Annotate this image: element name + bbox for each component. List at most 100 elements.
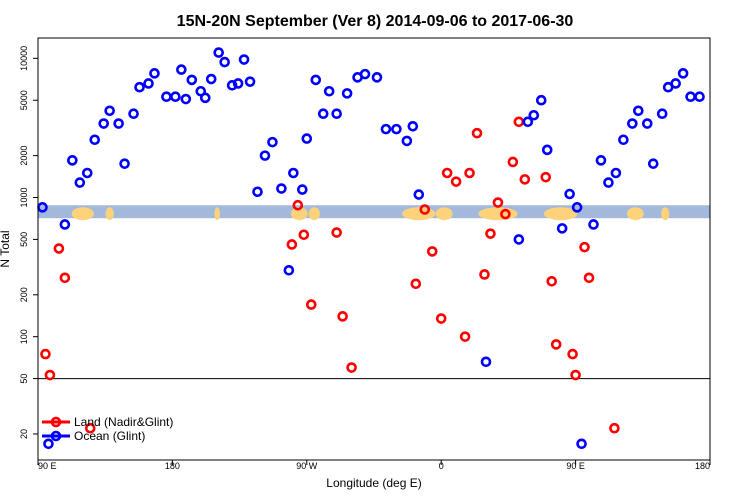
map-land-patch bbox=[105, 207, 114, 221]
y-tick-label: 1000 bbox=[19, 187, 29, 207]
ocean-point bbox=[310, 74, 322, 86]
land-point bbox=[540, 171, 552, 183]
y-tick-label: 500 bbox=[19, 232, 29, 247]
land-point bbox=[579, 241, 590, 253]
ocean-point bbox=[149, 68, 160, 79]
ocean-point bbox=[176, 64, 187, 75]
ocean-point bbox=[74, 177, 86, 188]
land-point bbox=[40, 348, 51, 360]
ocean-point bbox=[128, 108, 139, 120]
ocean-point bbox=[528, 109, 540, 121]
map-land-patch bbox=[478, 207, 518, 221]
ocean-point bbox=[323, 85, 335, 97]
ocean-point bbox=[297, 184, 308, 195]
ocean-point bbox=[43, 438, 54, 450]
ocean-point bbox=[143, 78, 154, 89]
ocean-point bbox=[670, 78, 681, 89]
ocean-point bbox=[391, 123, 402, 135]
x-tick-label: 180 bbox=[165, 461, 180, 471]
land-point bbox=[519, 174, 531, 185]
ocean-point bbox=[301, 133, 313, 144]
ocean-point bbox=[618, 134, 629, 146]
land-point bbox=[298, 229, 310, 241]
ocean-point bbox=[513, 234, 525, 245]
ocean-point bbox=[380, 123, 392, 135]
land-point bbox=[450, 176, 462, 187]
legend-land-label: Land (Nadir&Glint) bbox=[74, 415, 173, 429]
ocean-point bbox=[252, 186, 263, 198]
land-point bbox=[492, 197, 504, 208]
y-tick-label: 20 bbox=[19, 429, 29, 439]
land-point bbox=[507, 156, 519, 168]
ocean-point bbox=[576, 438, 587, 450]
ocean-point bbox=[603, 177, 614, 188]
legend: Land (Nadir&Glint) Ocean (Glint) bbox=[42, 415, 173, 443]
ocean-point bbox=[627, 118, 638, 129]
ocean-point bbox=[232, 78, 244, 89]
land-point bbox=[485, 228, 496, 239]
chart-title: 15N-20N September (Ver 8) 2014-09-06 to … bbox=[177, 13, 574, 30]
ocean-point bbox=[67, 155, 78, 166]
ocean-point bbox=[276, 183, 287, 194]
ocean-point bbox=[113, 118, 124, 129]
land-point bbox=[546, 276, 558, 287]
legend-ocean-label: Ocean (Glint) bbox=[74, 429, 145, 443]
ocean-point bbox=[331, 108, 342, 120]
ocean-point bbox=[647, 158, 659, 169]
land-point bbox=[44, 369, 56, 381]
y-axis-label: N Total bbox=[0, 230, 12, 267]
ocean-point bbox=[267, 136, 278, 148]
land-point bbox=[419, 204, 431, 215]
land-point bbox=[435, 313, 447, 324]
plot-frame bbox=[37, 37, 711, 461]
x-axis-label: Longitude (deg E) bbox=[326, 476, 421, 490]
map-land-patch bbox=[661, 207, 670, 221]
x-tick-label: 180 bbox=[695, 461, 710, 471]
ocean-point bbox=[656, 108, 668, 120]
land-point bbox=[567, 348, 578, 360]
ocean-point bbox=[359, 68, 371, 80]
map-land-patch bbox=[71, 207, 95, 221]
land-point bbox=[59, 272, 71, 284]
ocean-point bbox=[522, 116, 534, 128]
ocean-point bbox=[244, 76, 256, 87]
ocean-point bbox=[595, 155, 607, 166]
ocean-point bbox=[588, 219, 599, 230]
x-tick-label: 90 W bbox=[296, 461, 318, 471]
land-point bbox=[479, 269, 490, 280]
map-land-patch bbox=[543, 207, 578, 221]
land-point bbox=[346, 362, 357, 373]
map-ocean-band bbox=[38, 205, 710, 219]
y-tick-label: 200 bbox=[19, 287, 29, 302]
ocean-point bbox=[199, 92, 211, 104]
y-tick-label: 50 bbox=[19, 374, 29, 384]
y-tick-label: 10000 bbox=[19, 46, 29, 71]
ocean-point bbox=[81, 167, 93, 179]
plot-area: 20 50 100 200 500 1000 2000 5000 10000 90 E 180 90 … bbox=[19, 46, 711, 471]
ocean-point bbox=[694, 91, 705, 103]
y-tick-label: 2000 bbox=[19, 146, 29, 166]
legend-ocean-marker bbox=[50, 430, 62, 442]
land-point bbox=[331, 227, 342, 238]
land-point bbox=[583, 272, 595, 284]
ocean-point bbox=[259, 150, 271, 161]
map-land-patch bbox=[290, 207, 308, 221]
legend-land-marker bbox=[50, 416, 62, 428]
ocean-point bbox=[119, 158, 130, 169]
map-land-patch bbox=[402, 207, 436, 221]
ocean-point bbox=[371, 72, 383, 83]
x-tick-label: 90 E bbox=[566, 461, 585, 471]
ocean-point bbox=[213, 47, 224, 58]
land-point bbox=[500, 208, 511, 220]
land-point bbox=[410, 278, 422, 290]
land-point bbox=[84, 422, 96, 434]
ocean-point bbox=[219, 56, 230, 68]
ocean-point bbox=[480, 356, 492, 368]
land-point bbox=[609, 422, 620, 434]
land-point bbox=[464, 167, 475, 179]
land-point bbox=[292, 199, 304, 211]
land-point bbox=[53, 243, 65, 254]
ocean-point bbox=[283, 264, 295, 276]
